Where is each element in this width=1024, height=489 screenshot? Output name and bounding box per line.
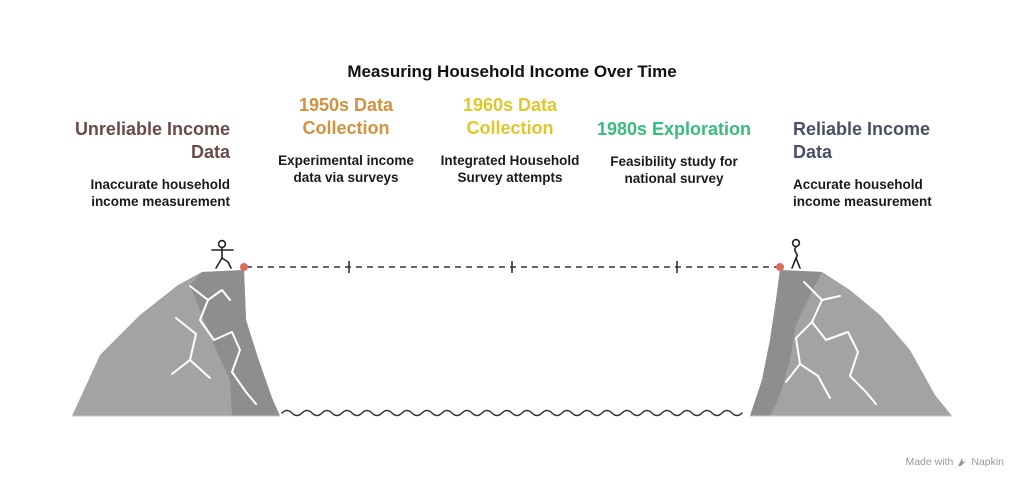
stage-heading: 1950s Data Collection <box>298 95 394 138</box>
stage-heading: Unreliable Income Data <box>74 119 230 162</box>
stage-heading: 1980s Exploration <box>596 119 752 139</box>
stage-description: Integrated Household Survey attempts <box>440 153 580 185</box>
stage-heading: Reliable Income Data <box>793 119 931 162</box>
stick-figure-walking-icon <box>211 239 234 269</box>
napkin-logo-icon <box>958 458 967 466</box>
stage-description: Inaccurate household income measurement <box>90 177 230 209</box>
stage-1960s-data-collection: 1960s Data Collection Integrated Househo… <box>430 94 590 186</box>
stage-description: Experimental income data via surveys <box>278 153 414 185</box>
napkin-brand: Napkin <box>971 456 1004 468</box>
bridge-anchor-right <box>776 263 784 271</box>
made-with-label: Made with <box>905 456 954 468</box>
stick-figure-standing-icon <box>791 238 801 269</box>
stage-description: Accurate household income measurement <box>793 177 932 209</box>
bridge-anchor-left <box>240 263 248 271</box>
stage-description: Feasibility study for national survey <box>610 154 738 186</box>
dashed-bridge-line <box>240 261 784 273</box>
made-with-napkin-footer: Made with Napkin <box>905 456 1004 468</box>
stage-1980s-exploration: 1980s Exploration Feasibility study for … <box>594 118 754 187</box>
diagram-title: Measuring Household Income Over Time <box>347 62 677 81</box>
cliff-right-icon <box>750 270 952 417</box>
stage-reliable-income-data: Reliable Income Data Accurate household … <box>793 118 953 210</box>
cliff-left-icon <box>72 270 280 417</box>
stage-unreliable-income-data: Unreliable Income Data Inaccurate househ… <box>70 118 230 210</box>
stage-1950s-data-collection: 1950s Data Collection Experimental incom… <box>266 94 426 186</box>
water-waves-icon <box>281 409 743 417</box>
stage-heading: 1960s Data Collection <box>462 95 558 138</box>
